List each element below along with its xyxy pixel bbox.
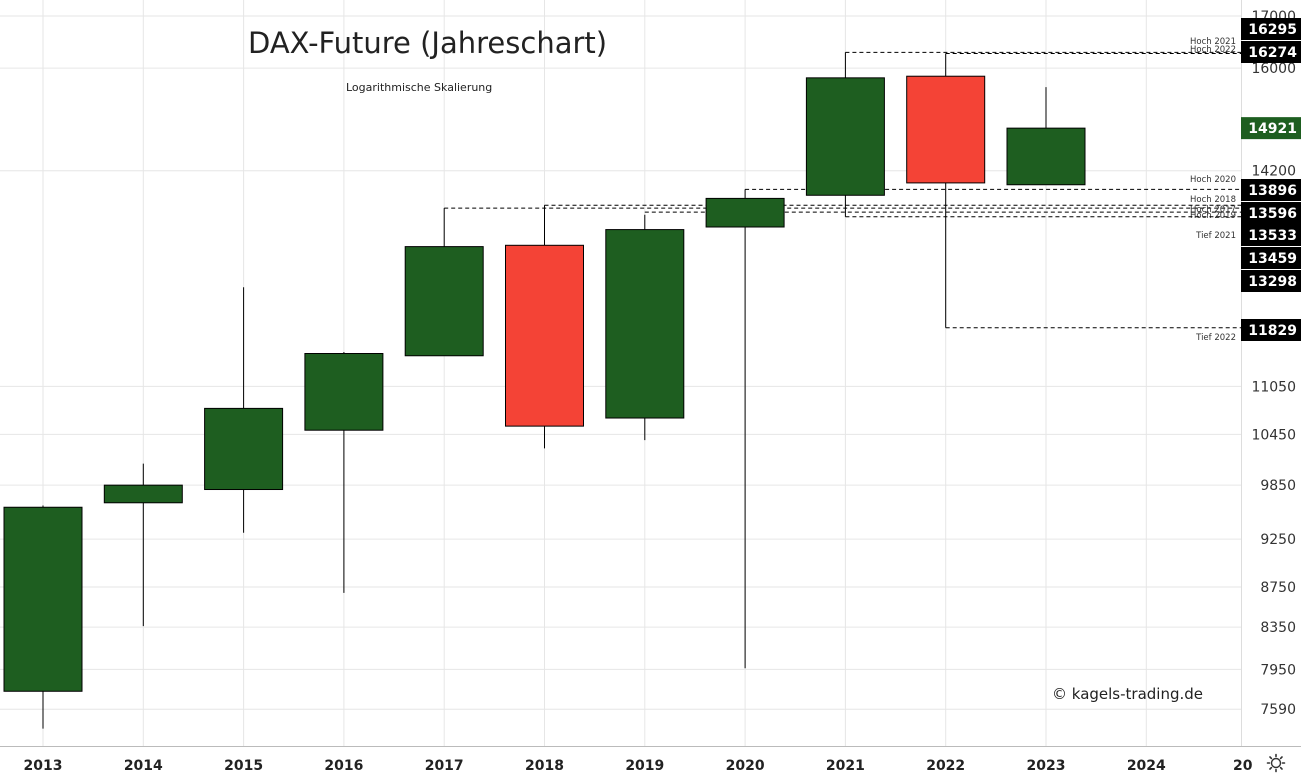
candle-2021: [805, 52, 885, 217]
candle-body: [1006, 127, 1086, 186]
x-tick-label: 2018: [525, 758, 564, 774]
level-label: Tief 2021: [1195, 231, 1236, 241]
x-tick-label: 2022: [926, 758, 965, 774]
price-badge-text: 16295: [1248, 22, 1297, 38]
candle-body: [204, 407, 284, 491]
candle-body: [304, 353, 384, 431]
price-badge: 13298: [1241, 270, 1301, 292]
y-axis: 7590 7950 8350 8750 9250 9850 10450 11050 14200 1…: [1241, 0, 1301, 746]
x-tick-label: 2016: [324, 758, 363, 774]
gear-icon[interactable]: [1266, 753, 1286, 773]
candle-2013: [3, 505, 83, 729]
y-tick-label: 16000: [1251, 61, 1296, 77]
price-badge-text: 11829: [1248, 323, 1297, 339]
x-axis: 2013 2014 2015 2016 2017 2018 2019 2020 2021 2022…: [0, 746, 1301, 774]
level-label: Hoch 2021: [1190, 37, 1236, 47]
last-price-badge-bg: [1241, 117, 1301, 140]
price-badge-text: 13596: [1248, 206, 1297, 222]
x-tick-label: 2014: [124, 758, 163, 774]
x-tick-label: 20: [1233, 758, 1253, 774]
candle-2018: [505, 205, 584, 449]
price-badge-text: 13459: [1248, 251, 1297, 267]
chart-subtitle: Logarithmische Skalierung: [346, 81, 492, 94]
price-badge-text: 13896: [1248, 183, 1297, 199]
y-tick-label: 8750: [1260, 580, 1296, 596]
price-badge-text: 16274: [1248, 45, 1297, 61]
candle-2019: [605, 214, 685, 441]
x-tick-label: 2024: [1127, 758, 1166, 774]
y-tick-label: 9250: [1260, 532, 1296, 548]
candle-body: [103, 484, 183, 504]
price-badge: 16295: [1241, 18, 1301, 40]
price-badge-bg: [1241, 179, 1301, 201]
chart-title: DAX-Future (Jahreschart): [248, 26, 607, 60]
x-tick-label: 2017: [425, 758, 464, 774]
price-badge: 13459: [1241, 247, 1301, 269]
candle-body: [505, 244, 584, 427]
level-label: Tief 2022: [1195, 333, 1236, 343]
candle-body: [805, 77, 885, 196]
price-badge: 13896: [1241, 179, 1301, 201]
price-badge-bg: [1241, 18, 1301, 40]
x-tick-label: 2019: [625, 758, 664, 774]
y-tick-label: 10450: [1251, 427, 1296, 443]
last-price-badge: 14921: [1241, 117, 1301, 140]
y-tick-label: 14200: [1251, 164, 1296, 180]
candle-2020: [705, 189, 785, 669]
price-badge: 11829: [1241, 319, 1301, 341]
price-badge-bg: [1241, 270, 1301, 292]
x-tick-label: 2020: [726, 758, 765, 774]
price-badge-bg: [1241, 319, 1301, 341]
x-tick-label: 2023: [1027, 758, 1066, 774]
price-badge-bg: [1241, 41, 1301, 63]
price-badge: 13596: [1241, 202, 1301, 224]
price-badge: 13533: [1241, 224, 1301, 246]
price-badge-bg: [1241, 202, 1301, 224]
candle-body: [605, 229, 685, 419]
price-badge-text: 13298: [1248, 274, 1297, 290]
candle-body: [3, 506, 83, 692]
level-label: Hoch 2018: [1190, 195, 1236, 205]
candle-2015: [204, 287, 284, 533]
y-tick-label: 7590: [1260, 702, 1296, 718]
y-tick-label: 7950: [1260, 662, 1296, 678]
y-tick-label: 9850: [1260, 478, 1296, 494]
level-label: Hoch 2022: [1190, 45, 1236, 55]
candles: [3, 52, 1086, 729]
candle-body: [906, 75, 986, 184]
price-badge: 16274: [1241, 41, 1301, 63]
price-badge-bg: [1241, 224, 1301, 246]
price-badge-text: 13533: [1248, 228, 1297, 244]
candle-2022: [906, 53, 986, 328]
y-tick-label: 11050: [1251, 379, 1296, 395]
candle-2014: [103, 463, 183, 627]
price-badge-bg: [1241, 247, 1301, 269]
y-tick-label: 8350: [1260, 620, 1296, 636]
candle-2023: [1006, 87, 1086, 186]
x-tick-label: 2013: [24, 758, 63, 774]
level-label: Hoch 2019: [1190, 211, 1236, 221]
candle-body: [705, 197, 785, 228]
candle-2016: [304, 352, 384, 593]
last-price-badge-text: 14921: [1248, 121, 1297, 137]
copyright-text: © kagels-trading.de: [1052, 685, 1203, 703]
level-label: Hoch 2017: [1190, 205, 1236, 215]
level-label: Hoch 2020: [1190, 175, 1236, 185]
candle-2017: [404, 208, 484, 357]
x-tick-label: 2021: [826, 758, 865, 774]
x-tick-label: 2015: [224, 758, 263, 774]
candle-body: [404, 246, 484, 357]
